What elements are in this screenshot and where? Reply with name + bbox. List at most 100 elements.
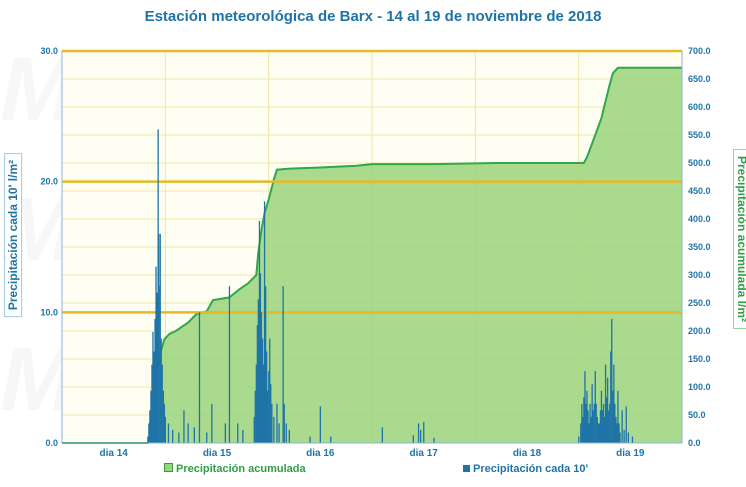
bar-10min: [606, 397, 608, 443]
bar-10min: [580, 423, 582, 443]
y-right-tick-label: 650.0: [688, 74, 711, 84]
bar-10min: [608, 410, 610, 443]
x-tick-label: dia 19: [616, 448, 645, 459]
bar-10min: [589, 403, 591, 443]
bar-10min: [607, 377, 609, 443]
bar-10min: [158, 286, 160, 443]
chart-title: Estación meteorológica de Barx - 14 al 1…: [144, 8, 602, 25]
bar-10min: [583, 397, 585, 443]
bar-10min: [211, 403, 213, 443]
bar-10min: [285, 423, 287, 443]
bar-10min: [256, 325, 258, 443]
bar-10min: [193, 427, 195, 443]
y-right-tick-label: 300.0: [688, 270, 711, 280]
bar-10min: [609, 403, 611, 443]
bar-10min: [604, 364, 607, 443]
bar-10min: [163, 403, 165, 443]
y-right-tick-label: 400.0: [688, 214, 711, 224]
bar-10min: [253, 416, 255, 443]
bar-10min: [172, 429, 174, 443]
bar-10min: [599, 410, 602, 443]
bar-10min: [584, 371, 586, 443]
y-right-tick-label: 350.0: [688, 242, 711, 252]
y-left-tick-label: 20.0: [40, 177, 58, 187]
bar-10min: [618, 423, 620, 443]
bar-10min: [581, 403, 583, 443]
x-tick-label: dia 15: [203, 448, 232, 459]
axes: 0.0 10.0 20.0 30.0 0.0 50.0 100.0 150.0 200.0 250…: [40, 46, 710, 459]
x-tick-label: dia 18: [513, 448, 542, 459]
bar-10min: [610, 351, 612, 443]
bar-10min: [417, 423, 420, 443]
bar-10min: [257, 299, 259, 443]
reference-lines: [62, 49, 682, 314]
bar-10min: [242, 429, 244, 443]
series-10min-layer: [147, 129, 634, 443]
bar-10min: [611, 318, 613, 443]
y-right-tick-label: 150.0: [688, 354, 711, 364]
legend-item-10min: Precipitación cada 10': [463, 463, 588, 475]
bar-10min: [603, 416, 606, 443]
y-left-tick-label: 0.0: [45, 438, 58, 448]
bar-10min: [269, 338, 271, 443]
bar-10min: [625, 406, 627, 443]
bar-10min: [631, 436, 634, 443]
bar-10min: [266, 351, 268, 443]
bar-10min: [282, 286, 284, 443]
bar-10min: [161, 364, 163, 443]
bar-10min: [613, 364, 615, 443]
bar-10min: [309, 436, 311, 443]
y-right-tick-label: 600.0: [688, 102, 711, 112]
bar-10min: [433, 437, 435, 443]
bar-10min: [198, 312, 201, 443]
bar-10min: [420, 429, 422, 443]
bar-10min: [614, 403, 616, 443]
accumulated-line: [62, 66, 682, 444]
bar-10min: [262, 364, 265, 443]
bar-10min: [319, 406, 321, 443]
y-axis-right-label: Precipitación acumulada l/m²: [733, 148, 746, 330]
bar-10min: [578, 436, 580, 443]
bar-10min: [627, 432, 629, 443]
legend-item-accumulated: Precipitación acumulada: [164, 463, 306, 475]
bar-10min: [601, 410, 604, 443]
bar-10min: [621, 410, 623, 443]
bar-10min: [265, 286, 267, 443]
bar-10min: [582, 416, 584, 443]
bar-10min: [412, 435, 414, 443]
bar-10min: [612, 390, 614, 443]
bar-10min: [153, 351, 155, 443]
bar-10min: [588, 423, 590, 443]
bar-10min: [152, 331, 154, 443]
bar-10min: [255, 364, 257, 443]
bar-10min: [598, 423, 600, 443]
bar-10min: [590, 416, 592, 443]
legend-swatch-accumulated: [164, 463, 173, 472]
bar-10min: [602, 403, 605, 443]
bar-10min: [187, 423, 189, 443]
y-right-tick-label: 0.0: [688, 438, 701, 448]
bar-10min: [270, 384, 272, 443]
bar-10min: [261, 338, 264, 443]
bar-10min: [288, 429, 290, 443]
y-axis-left-label: Precipitación cada 10' l/m²: [4, 152, 23, 318]
y-right-tick-label: 200.0: [688, 326, 711, 336]
bar-10min: [260, 312, 263, 443]
bar-10min: [616, 423, 618, 443]
bar-10min: [159, 233, 161, 443]
bar-10min: [271, 403, 273, 443]
legend-label-accumulated: Precipitación acumulada: [176, 463, 306, 475]
bar-10min: [619, 432, 621, 443]
bar-10min: [267, 390, 269, 443]
bar-10min: [151, 364, 153, 443]
bar-10min: [258, 220, 261, 443]
bar-10min: [150, 390, 152, 443]
y-left-tick-label: 10.0: [40, 307, 58, 317]
bar-10min: [206, 432, 208, 443]
x-tick-label: dia 16: [306, 448, 335, 459]
bar-10min: [268, 371, 270, 443]
bar-10min: [237, 423, 239, 443]
bar-10min: [600, 390, 603, 443]
bar-10min: [183, 410, 185, 443]
accumulated-area: [62, 67, 682, 444]
